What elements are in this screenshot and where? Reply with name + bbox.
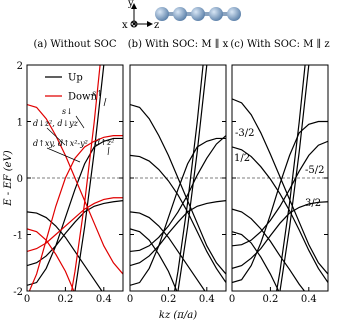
y-tick-label: -1 (13, 231, 23, 242)
y-tick-label: 2 (17, 61, 23, 72)
icon-label: x (122, 20, 128, 31)
x-tick-label: 0.4 (301, 294, 317, 305)
bands (130, 65, 226, 291)
annotation: -3/2 (235, 128, 254, 139)
annotation: 3/2 (305, 198, 321, 209)
annotation: 1/2 (234, 153, 250, 164)
band-line (232, 120, 328, 284)
band-line (27, 137, 123, 286)
x-tick-label: 0 (24, 294, 30, 305)
band-line (173, 65, 204, 291)
legend-label: Up (68, 73, 83, 84)
x-tick-label: 0 (229, 294, 235, 305)
annotation: s↓ (62, 107, 73, 116)
band-line (27, 197, 123, 253)
bands (27, 65, 123, 291)
icon-label: y (127, 0, 134, 9)
annotation: s↑ (92, 89, 103, 98)
band-line (130, 228, 178, 291)
band-line (177, 65, 208, 291)
x-tick-label: 0.2 (160, 294, 176, 305)
band-line (27, 200, 123, 267)
band-line (130, 103, 226, 275)
band-line (232, 231, 280, 291)
x-tick-label: 0 (127, 294, 133, 305)
band-line (130, 135, 226, 253)
y-tick-label: -2 (13, 287, 23, 298)
y-tick-label: 0 (17, 174, 23, 185)
band-line (275, 65, 306, 291)
annotation: d↓z², d↓yz (33, 119, 79, 128)
band-line (279, 65, 310, 291)
band-line (130, 200, 226, 267)
icon-label: z (154, 20, 159, 31)
x-tick-label: 0.2 (262, 294, 278, 305)
band-line (130, 154, 226, 283)
panel-title: (c) With SOC: M ∥ z (230, 38, 329, 50)
y-axis-label: E - EF (eV) (3, 150, 14, 206)
annotation: d↑xy, d↑x²-y² (33, 139, 88, 148)
structure-icon: y x z (122, 0, 241, 31)
band-line (74, 65, 105, 291)
band-line (232, 146, 328, 283)
annotation: d↑z² (95, 138, 114, 147)
band-line (232, 140, 328, 247)
annotation: -5/2 (305, 165, 324, 176)
band-line (27, 228, 75, 291)
annotation-arrow (75, 115, 85, 129)
legend-label: Down (68, 92, 98, 103)
band-line (232, 98, 328, 275)
band-line (232, 208, 306, 291)
x-tick-label: 0.4 (96, 294, 112, 305)
panel-title: (a) Without SOC (33, 39, 116, 50)
annotation-arrow (107, 146, 110, 156)
band-line (28, 135, 123, 291)
x-tick-label: 0.4 (199, 294, 215, 305)
band-line (232, 201, 328, 269)
band-line (27, 211, 103, 291)
annotation-arrow (103, 97, 107, 107)
x-axis-label: kz (π/a) (159, 310, 197, 321)
annotation-arrow (46, 147, 81, 163)
band-line (70, 65, 101, 291)
band-line (27, 103, 123, 275)
panel-title: (b) With SOC: M ∥ x (128, 38, 229, 50)
x-tick-label: 0.2 (57, 294, 73, 305)
bands (232, 65, 328, 291)
band-line (130, 137, 226, 286)
annotation-arrow (46, 127, 66, 146)
band-line (130, 211, 206, 291)
y-tick-label: 1 (17, 118, 23, 129)
